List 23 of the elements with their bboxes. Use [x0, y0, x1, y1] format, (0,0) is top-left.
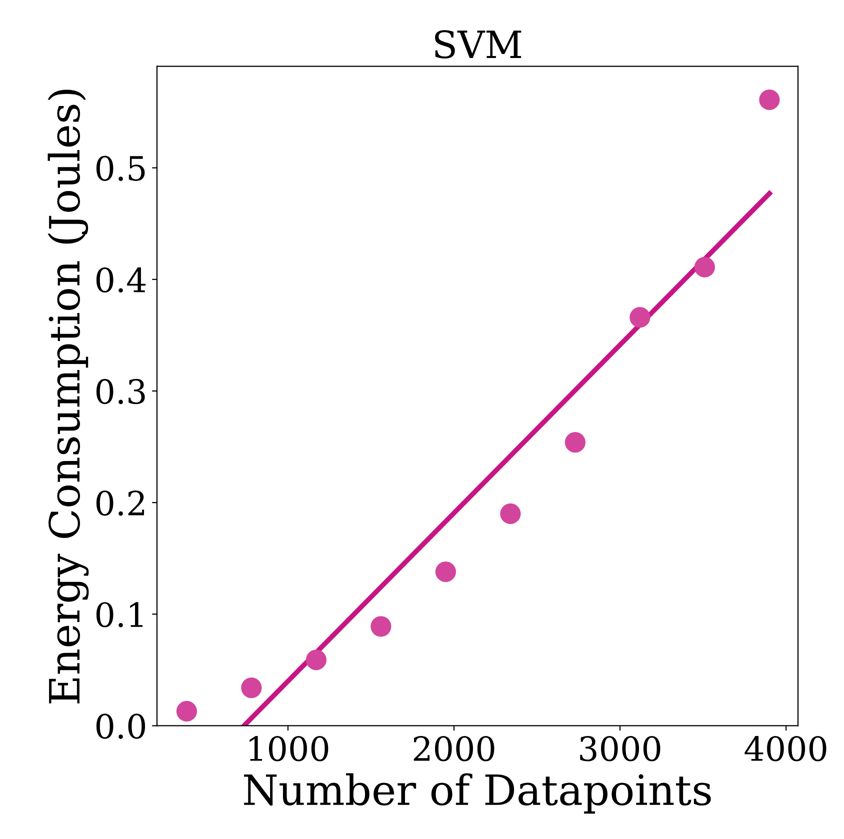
y-tick-label: 0.4	[96, 267, 146, 293]
y-tick-label: 0.5	[96, 156, 145, 181]
x-tick-label: 1000	[250, 736, 328, 762]
y-tick-label: 0.1	[96, 602, 143, 628]
y-tick-label: 0.2	[96, 490, 144, 516]
point	[370, 616, 392, 637]
point	[694, 256, 715, 278]
x-tick-label: 2000	[414, 736, 494, 762]
point	[176, 700, 198, 722]
point	[241, 677, 262, 698]
chart-title: SVM	[435, 30, 522, 58]
x-tick-label: 3000	[580, 736, 660, 762]
point	[564, 432, 586, 453]
y-tick-label: 0.3	[96, 378, 145, 404]
point	[500, 503, 521, 524]
point	[630, 307, 650, 328]
point	[306, 650, 326, 670]
point	[759, 89, 780, 110]
x-axis-title: Number of Datapoints	[244, 773, 711, 814]
point	[435, 561, 456, 582]
y-tick-label: 0.0	[96, 714, 146, 739]
x-tick-label: 4000	[744, 736, 826, 762]
y-axis-title: Energy Consumption (Joules)	[48, 90, 89, 704]
